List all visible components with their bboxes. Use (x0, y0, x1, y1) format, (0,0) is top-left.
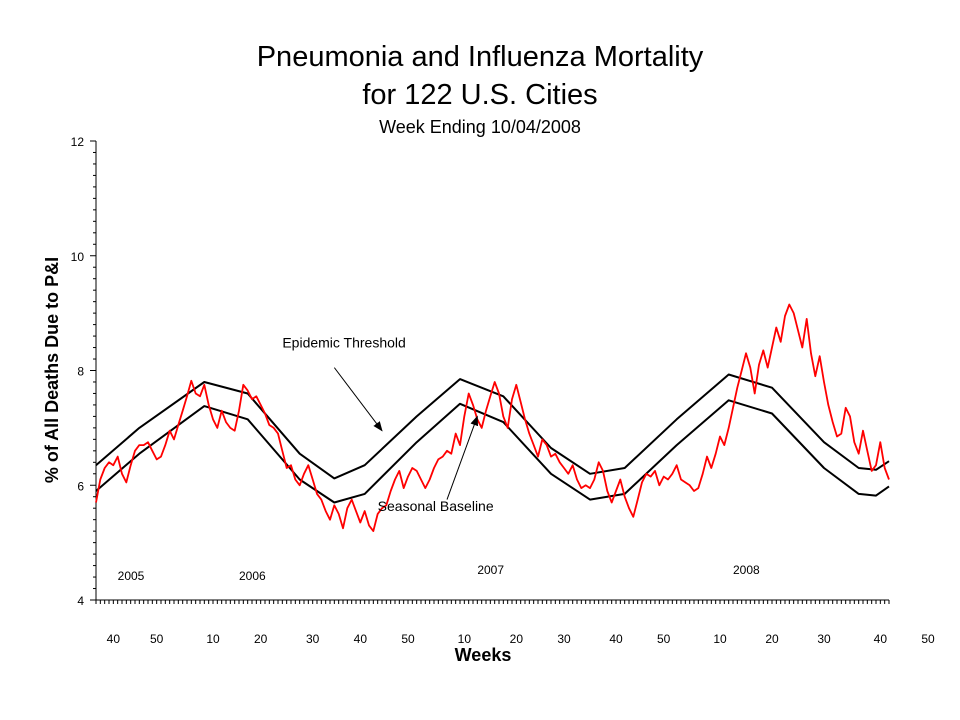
x-tick-label: 10 (458, 632, 472, 646)
x-tick-label: 40 (609, 632, 623, 646)
x-tick-label: 30 (817, 632, 831, 646)
x-tick-label: 20 (765, 632, 779, 646)
x-tick-label: 20 (510, 632, 524, 646)
year-label: 2006 (239, 569, 266, 583)
x-axis-label: Weeks (455, 645, 512, 665)
x-tick-label: 40 (107, 632, 121, 646)
y-tick-label: 6 (77, 479, 84, 493)
chart-title-line1: Pneumonia and Influenza Mortality (257, 41, 704, 73)
x-tick-label: 50 (401, 632, 415, 646)
year-label: 2005 (118, 569, 145, 583)
x-tick-label: 40 (874, 632, 888, 646)
x-tick-label: 50 (921, 632, 935, 646)
y-axis-label: % of All Deaths Due to P&I (42, 257, 62, 483)
chart-subtitle: Week Ending 10/04/2008 (379, 117, 581, 137)
y-tick-label: 12 (71, 135, 85, 149)
annotation-epidemic-threshold: Epidemic Threshold (282, 335, 405, 351)
year-label: 2008 (733, 563, 760, 577)
x-tick-label: 30 (557, 632, 571, 646)
x-tick-label: 10 (206, 632, 220, 646)
series-line-epidemic-threshold (95, 373, 890, 480)
x-tick-label: 20 (254, 632, 268, 646)
chart-title-line2: for 122 U.S. Cities (362, 79, 597, 111)
y-tick-label: 10 (71, 250, 85, 264)
plot-area: 4 6 8 10 12 40 50 10 20 30 40 50 10 20 30 40 50 10 20 30 40 5… (71, 135, 935, 646)
annotation-seasonal-baseline: Seasonal Baseline (378, 498, 494, 514)
series-line-seasonal-baseline (95, 399, 890, 504)
x-tick-label: 30 (306, 632, 320, 646)
annotation-arrow-seasonal-baseline (446, 415, 479, 500)
x-tick-label: 40 (354, 632, 368, 646)
series-line-mortality (95, 303, 890, 532)
y-tick-label: 8 (77, 365, 84, 379)
y-tick-label: 4 (77, 594, 84, 608)
x-tick-label: 50 (657, 632, 671, 646)
year-label: 2007 (477, 563, 504, 577)
x-tick-label: 10 (713, 632, 727, 646)
annotation-arrow-epidemic-threshold (333, 367, 383, 432)
x-tick-label: 50 (150, 632, 164, 646)
